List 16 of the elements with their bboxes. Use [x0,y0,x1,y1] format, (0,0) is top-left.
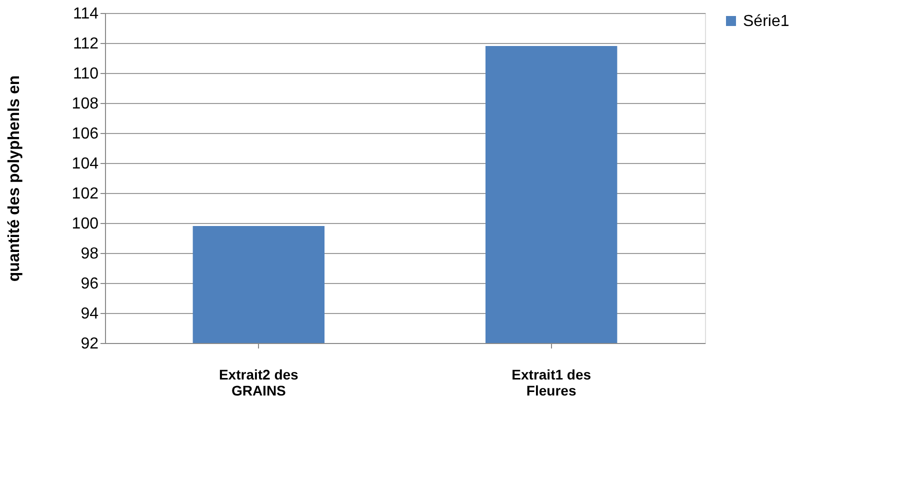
y-tick-label: 104 [72,156,99,172]
y-tick-label: 102 [72,186,99,202]
legend-label: Série1 [743,13,790,30]
y-tick-label: 94 [80,306,99,322]
x-tick-label: Extrait2 des GRAINS [218,366,299,398]
y-tick-label: 112 [72,36,99,52]
y-tick-label: 114 [72,6,99,22]
y-tick-label: 108 [72,96,99,112]
y-tick-label: 110 [72,66,99,82]
y-tick-label: 106 [72,126,99,142]
y-tick-label: 100 [72,216,99,232]
y-tick-label: 96 [80,276,99,292]
x-tick-label: Extrait1 des Fleures [512,366,592,398]
y-axis-title: quantité des polyphenls en [6,75,23,282]
y-tick-label: 98 [80,246,99,262]
y-tick-label: 92 [80,336,99,352]
